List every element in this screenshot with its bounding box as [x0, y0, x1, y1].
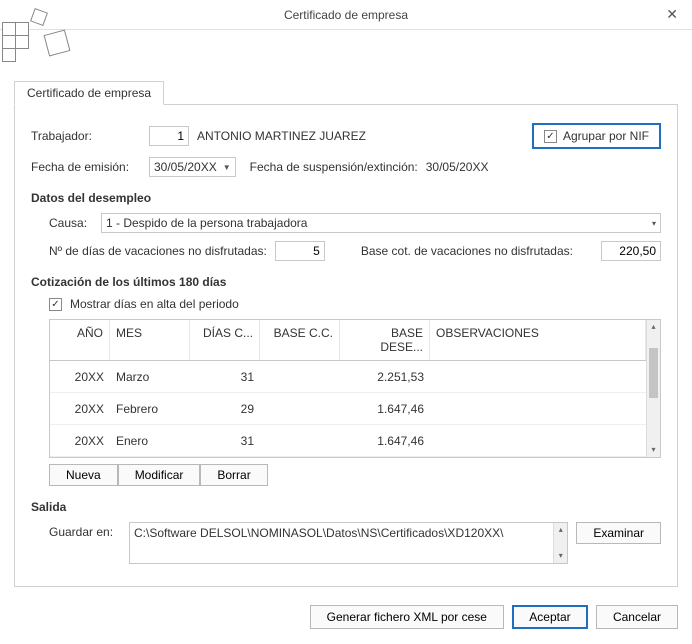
accept-button[interactable]: Aceptar [512, 605, 588, 629]
emission-date-select[interactable]: 30/05/20XX ▼ [149, 157, 236, 177]
worker-name: ANTONIO MARTINEZ JUAREZ [197, 129, 366, 143]
cell-mes: Febrero [110, 402, 190, 416]
save-path-value: C:\Software DELSOL\NOMINASOL\Datos\NS\Ce… [134, 526, 503, 540]
unemployment-title: Datos del desempleo [31, 191, 661, 205]
table-row[interactable]: 20XX Marzo 31 2.251,53 [50, 361, 660, 393]
show-days-label: Mostrar días en alta del periodo [70, 297, 239, 311]
scroll-down-icon[interactable]: ▾ [554, 549, 567, 563]
vac-days-label: Nº de días de vacaciones no disfrutadas: [49, 244, 267, 258]
causa-label: Causa: [49, 216, 93, 230]
emission-date-value: 30/05/20XX [154, 160, 217, 174]
nif-label: Agrupar por NIF [563, 129, 649, 143]
titlebar: Certificado de empresa ✕ [0, 0, 692, 30]
cell-basedes: 1.647,46 [340, 402, 430, 416]
col-basedes[interactable]: BASE DESE... [340, 320, 430, 360]
vac-base-input[interactable] [601, 241, 661, 261]
generate-xml-button[interactable]: Generar fichero XML por cese [310, 605, 504, 629]
cell-ano: 20XX [50, 402, 110, 416]
close-icon[interactable]: ✕ [660, 4, 684, 25]
path-scrollbar[interactable]: ▴ ▾ [553, 523, 567, 563]
tab-certificado[interactable]: Certificado de empresa [14, 81, 164, 105]
modificar-button[interactable]: Modificar [118, 464, 201, 486]
col-obs[interactable]: OBSERVACIONES [430, 320, 646, 360]
scroll-up-icon[interactable]: ▴ [647, 320, 660, 334]
cell-mes: Marzo [110, 370, 190, 384]
col-basecc[interactable]: BASE C.C. [260, 320, 340, 360]
output-title: Salida [31, 500, 661, 514]
vac-days-input[interactable] [275, 241, 325, 261]
app-logo [2, 2, 82, 72]
table-row[interactable]: 20XX Enero 31 1.647,46 [50, 425, 660, 457]
table-row[interactable]: 20XX Febrero 29 1.647,46 [50, 393, 660, 425]
cell-ano: 20XX [50, 370, 110, 384]
cell-ano: 20XX [50, 434, 110, 448]
tabstrip: Certificado de empresa [14, 80, 678, 105]
suspension-date: 30/05/20XX [426, 160, 489, 174]
cell-mes: Enero [110, 434, 190, 448]
col-ano[interactable]: AÑO [50, 320, 110, 360]
chevron-down-icon: ▾ [652, 219, 656, 228]
cell-basedes: 2.251,53 [340, 370, 430, 384]
vac-base-label: Base cot. de vacaciones no disfrutadas: [361, 244, 573, 258]
causa-value: 1 - Despido de la persona trabajadora [106, 216, 307, 230]
cotizacion-title: Cotización de los últimos 180 días [31, 275, 661, 289]
browse-button[interactable]: Examinar [576, 522, 661, 544]
worker-id-input[interactable] [149, 126, 189, 146]
table-scrollbar[interactable]: ▴ ▾ [646, 320, 660, 457]
cancel-button[interactable]: Cancelar [596, 605, 678, 629]
cell-basedes: 1.647,46 [340, 434, 430, 448]
cell-dias: 31 [190, 370, 260, 384]
dialog-footer: Generar fichero XML por cese Aceptar Can… [0, 595, 692, 639]
nueva-button[interactable]: Nueva [49, 464, 118, 486]
scroll-down-icon[interactable]: ▾ [647, 443, 660, 457]
suspension-label: Fecha de suspensión/extinción: [250, 160, 418, 174]
save-path-input[interactable]: C:\Software DELSOL\NOMINASOL\Datos\NS\Ce… [129, 522, 568, 564]
table-header: AÑO MES DÍAS C... BASE C.C. BASE DESE...… [50, 320, 660, 361]
cell-dias: 29 [190, 402, 260, 416]
chevron-down-icon: ▼ [223, 163, 231, 172]
main-panel: Trabajador: ANTONIO MARTINEZ JUAREZ ✓ Ag… [14, 105, 678, 587]
worker-label: Trabajador: [31, 129, 141, 143]
emission-label: Fecha de emisión: [31, 160, 141, 174]
nif-checkbox[interactable]: ✓ [544, 130, 557, 143]
causa-select[interactable]: 1 - Despido de la persona trabajadora ▾ [101, 213, 661, 233]
scroll-up-icon[interactable]: ▴ [554, 523, 567, 537]
scroll-thumb[interactable] [649, 348, 658, 398]
col-dias[interactable]: DÍAS C... [190, 320, 260, 360]
col-mes[interactable]: MES [110, 320, 190, 360]
cell-dias: 31 [190, 434, 260, 448]
borrar-button[interactable]: Borrar [200, 464, 267, 486]
window-title: Certificado de empresa [0, 8, 692, 22]
group-by-nif[interactable]: ✓ Agrupar por NIF [532, 123, 661, 149]
cotizacion-table: AÑO MES DÍAS C... BASE C.C. BASE DESE...… [49, 319, 661, 458]
save-label: Guardar en: [49, 522, 121, 539]
show-days-checkbox[interactable]: ✓ [49, 298, 62, 311]
